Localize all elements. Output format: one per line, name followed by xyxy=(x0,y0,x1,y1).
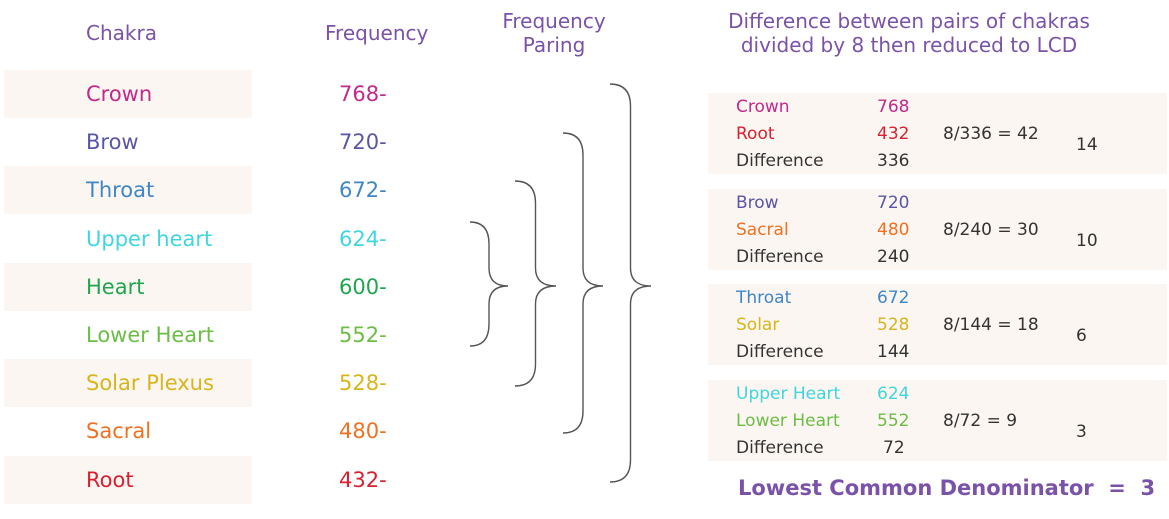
chakra-frequency: 768- xyxy=(339,82,387,106)
pair-second-name: Solar xyxy=(736,315,780,335)
pair-reduced-value: 14 xyxy=(1076,135,1098,155)
pair-reduced-value: 6 xyxy=(1076,326,1087,346)
chakra-name: Sacral xyxy=(86,419,152,444)
frequency-pairing-header-line1: Frequency xyxy=(502,9,606,33)
chakra-frequency: 552- xyxy=(339,323,387,347)
pair-first-name: Throat xyxy=(736,288,792,308)
pair-first-name: Brow xyxy=(736,193,779,213)
pairing-brace xyxy=(514,180,557,387)
chakra-name: Heart xyxy=(86,274,145,299)
chakra-name: Upper heart xyxy=(86,226,213,251)
difference-header-line1: Difference between pairs of chakras xyxy=(728,9,1090,33)
chakra-column-header: Chakra xyxy=(86,21,157,45)
pairing-brace xyxy=(469,221,509,347)
chakra-frequency: 720- xyxy=(339,130,387,155)
chakra-row-shade xyxy=(4,70,252,118)
lcd-statement: Lowest Common Denominator = 3 xyxy=(738,475,1155,501)
pair-difference-label: Difference xyxy=(736,342,824,362)
pair-panel xyxy=(708,284,1167,365)
pair-division-calc: 8/336 = 42 xyxy=(943,124,1039,144)
chakra-name: Solar Plexus xyxy=(86,371,214,396)
pair-second-value: 432 xyxy=(877,124,910,144)
lcd-equals: = xyxy=(1108,476,1126,500)
frequency-column-header: Frequency xyxy=(325,21,429,45)
difference-header-line2: divided by 8 then reduced to LCD xyxy=(740,33,1078,57)
pair-first-name: Crown xyxy=(736,97,790,117)
chakra-frequency: 432- xyxy=(339,467,387,492)
pair-second-value: 552 xyxy=(877,411,910,431)
pair-first-name: Upper Heart xyxy=(736,384,841,404)
pairing-brace xyxy=(609,83,652,483)
pair-division-calc: 8/72 = 9 xyxy=(943,411,1018,431)
pair-division-calc: 8/240 = 30 xyxy=(943,220,1039,240)
chakra-frequency: 600- xyxy=(339,274,387,299)
lcd-value: 3 xyxy=(1140,476,1156,500)
frequency-pairing-header-line2: Paring xyxy=(522,33,586,57)
pair-reduced-value: 10 xyxy=(1076,231,1098,251)
pair-panel xyxy=(708,189,1167,270)
pair-difference-value: 144 xyxy=(877,342,910,362)
pairing-brace xyxy=(562,132,604,434)
chakra-name: Throat xyxy=(86,178,155,203)
difference-header: Difference between pairs of chakras divi… xyxy=(714,9,1104,57)
chakra-name: Lower Heart xyxy=(86,323,215,347)
chakra-row-shade xyxy=(4,359,252,408)
chakra-name: Root xyxy=(86,467,134,492)
pair-first-value: 624 xyxy=(877,384,910,404)
chakra-row-shade xyxy=(4,166,252,215)
pair-first-value: 672 xyxy=(877,288,910,308)
pair-second-name: Lower Heart xyxy=(736,411,840,431)
pair-first-value: 720 xyxy=(877,193,910,213)
chakra-frequency: 480- xyxy=(339,419,387,444)
frequency-pairing-header: Frequency Paring xyxy=(494,9,614,57)
pair-second-value: 480 xyxy=(877,220,910,240)
pair-difference-label: Difference xyxy=(736,438,824,458)
pair-second-value: 528 xyxy=(877,315,910,335)
pair-first-value: 768 xyxy=(877,97,910,117)
pair-difference-value: 336 xyxy=(877,151,910,171)
chakra-frequency: 624- xyxy=(339,226,387,251)
pair-difference-value: 72 xyxy=(883,438,905,458)
chakra-frequency: 528- xyxy=(339,371,387,396)
pair-division-calc: 8/144 = 18 xyxy=(943,315,1039,335)
chakra-row-shade xyxy=(4,262,252,311)
lcd-label: Lowest Common Denominator xyxy=(738,476,1094,500)
pair-difference-label: Difference xyxy=(736,151,824,171)
chakra-name: Crown xyxy=(86,82,153,106)
chakra-frequency: 672- xyxy=(339,178,387,203)
pair-difference-label: Difference xyxy=(736,247,824,267)
pair-panel xyxy=(708,380,1167,461)
chakra-name: Brow xyxy=(86,130,139,155)
pair-reduced-value: 3 xyxy=(1076,422,1087,442)
pair-panel xyxy=(708,93,1167,174)
pair-second-name: Root xyxy=(736,124,775,144)
pair-difference-value: 240 xyxy=(877,247,910,267)
chakra-row-shade xyxy=(4,455,252,504)
pair-second-name: Sacral xyxy=(736,220,789,240)
